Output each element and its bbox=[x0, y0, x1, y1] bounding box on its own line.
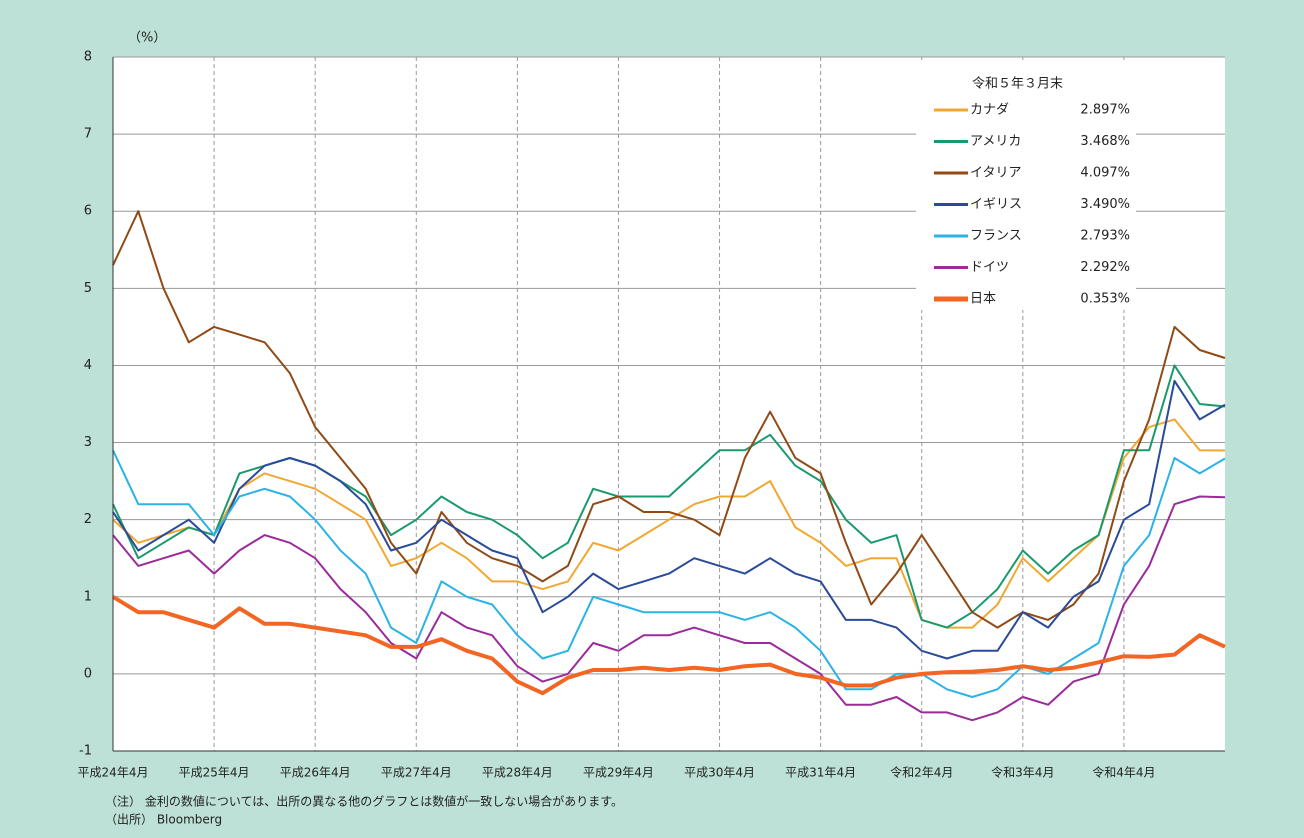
x-tick-label: 平成27年4月 bbox=[381, 766, 452, 780]
legend-value: 3.468% bbox=[1080, 134, 1130, 149]
series-line bbox=[111, 595, 1226, 696]
series-line bbox=[112, 495, 1226, 722]
legend-value: 3.490% bbox=[1080, 197, 1130, 212]
legend-label: ドイツ bbox=[970, 260, 1009, 275]
y-tick-label: 4 bbox=[84, 358, 92, 373]
note: （注） 金利の数値については、出所の異なる他のグラフとは数値が一致しない場合があ… bbox=[105, 794, 623, 809]
legend-label: 日本 bbox=[970, 292, 996, 307]
x-tick-label: 平成28年4月 bbox=[482, 766, 553, 780]
y-unit-label: （%） bbox=[128, 31, 166, 46]
legend-label: アメリカ bbox=[970, 134, 1021, 149]
series-line bbox=[112, 379, 1226, 660]
x-tick-label: 平成24年4月 bbox=[78, 766, 149, 780]
legend: カナダ 2.897% アメリカ 3.468% イタリア 4.097% イギリス 3.490% フ… bbox=[934, 103, 1130, 307]
y-tick-label: 5 bbox=[84, 281, 92, 296]
x-tick-label: 令和3年4月 bbox=[991, 765, 1054, 780]
x-tick-label: 平成31年4月 bbox=[785, 766, 856, 780]
legend-label: イギリス bbox=[970, 197, 1022, 212]
lines bbox=[111, 210, 1226, 722]
legend-label: カナダ bbox=[970, 103, 1009, 118]
series-line bbox=[112, 449, 1226, 698]
legend-value: 2.897% bbox=[1080, 103, 1130, 118]
grid bbox=[113, 56, 1225, 752]
legend-label: フランス bbox=[970, 229, 1022, 244]
x-tick-label: 平成25年4月 bbox=[179, 766, 250, 780]
y-tick-label: -1 bbox=[79, 744, 92, 759]
y-tick-label: 7 bbox=[84, 127, 92, 142]
x-tick-label: 令和2年4月 bbox=[890, 765, 953, 780]
series-line bbox=[112, 210, 1226, 629]
source: （出所） Bloomberg bbox=[105, 813, 222, 827]
legend-label: イタリア bbox=[970, 166, 1021, 181]
x-tick-label: 平成29年4月 bbox=[583, 766, 654, 780]
y-tick-label: 0 bbox=[84, 666, 92, 681]
legend-value: 2.292% bbox=[1080, 260, 1130, 275]
y-tick-label: 3 bbox=[84, 435, 92, 450]
y-tick-label: 6 bbox=[84, 204, 92, 219]
x-tick-label: 平成30年4月 bbox=[684, 766, 755, 780]
x-tick-label: 令和4年4月 bbox=[1092, 765, 1155, 780]
y-tick-label: 2 bbox=[84, 512, 92, 527]
legend-value: 4.097% bbox=[1080, 166, 1130, 181]
x-tick-label: 平成26年4月 bbox=[280, 766, 351, 780]
legend-title: 令和５年３月末 bbox=[972, 77, 1063, 92]
legend-value: 0.353% bbox=[1080, 292, 1130, 307]
y-tick-label: 8 bbox=[84, 50, 92, 65]
y-tick-label: 1 bbox=[84, 589, 92, 604]
legend-value: 2.793% bbox=[1080, 229, 1130, 244]
series-line bbox=[112, 418, 1226, 629]
